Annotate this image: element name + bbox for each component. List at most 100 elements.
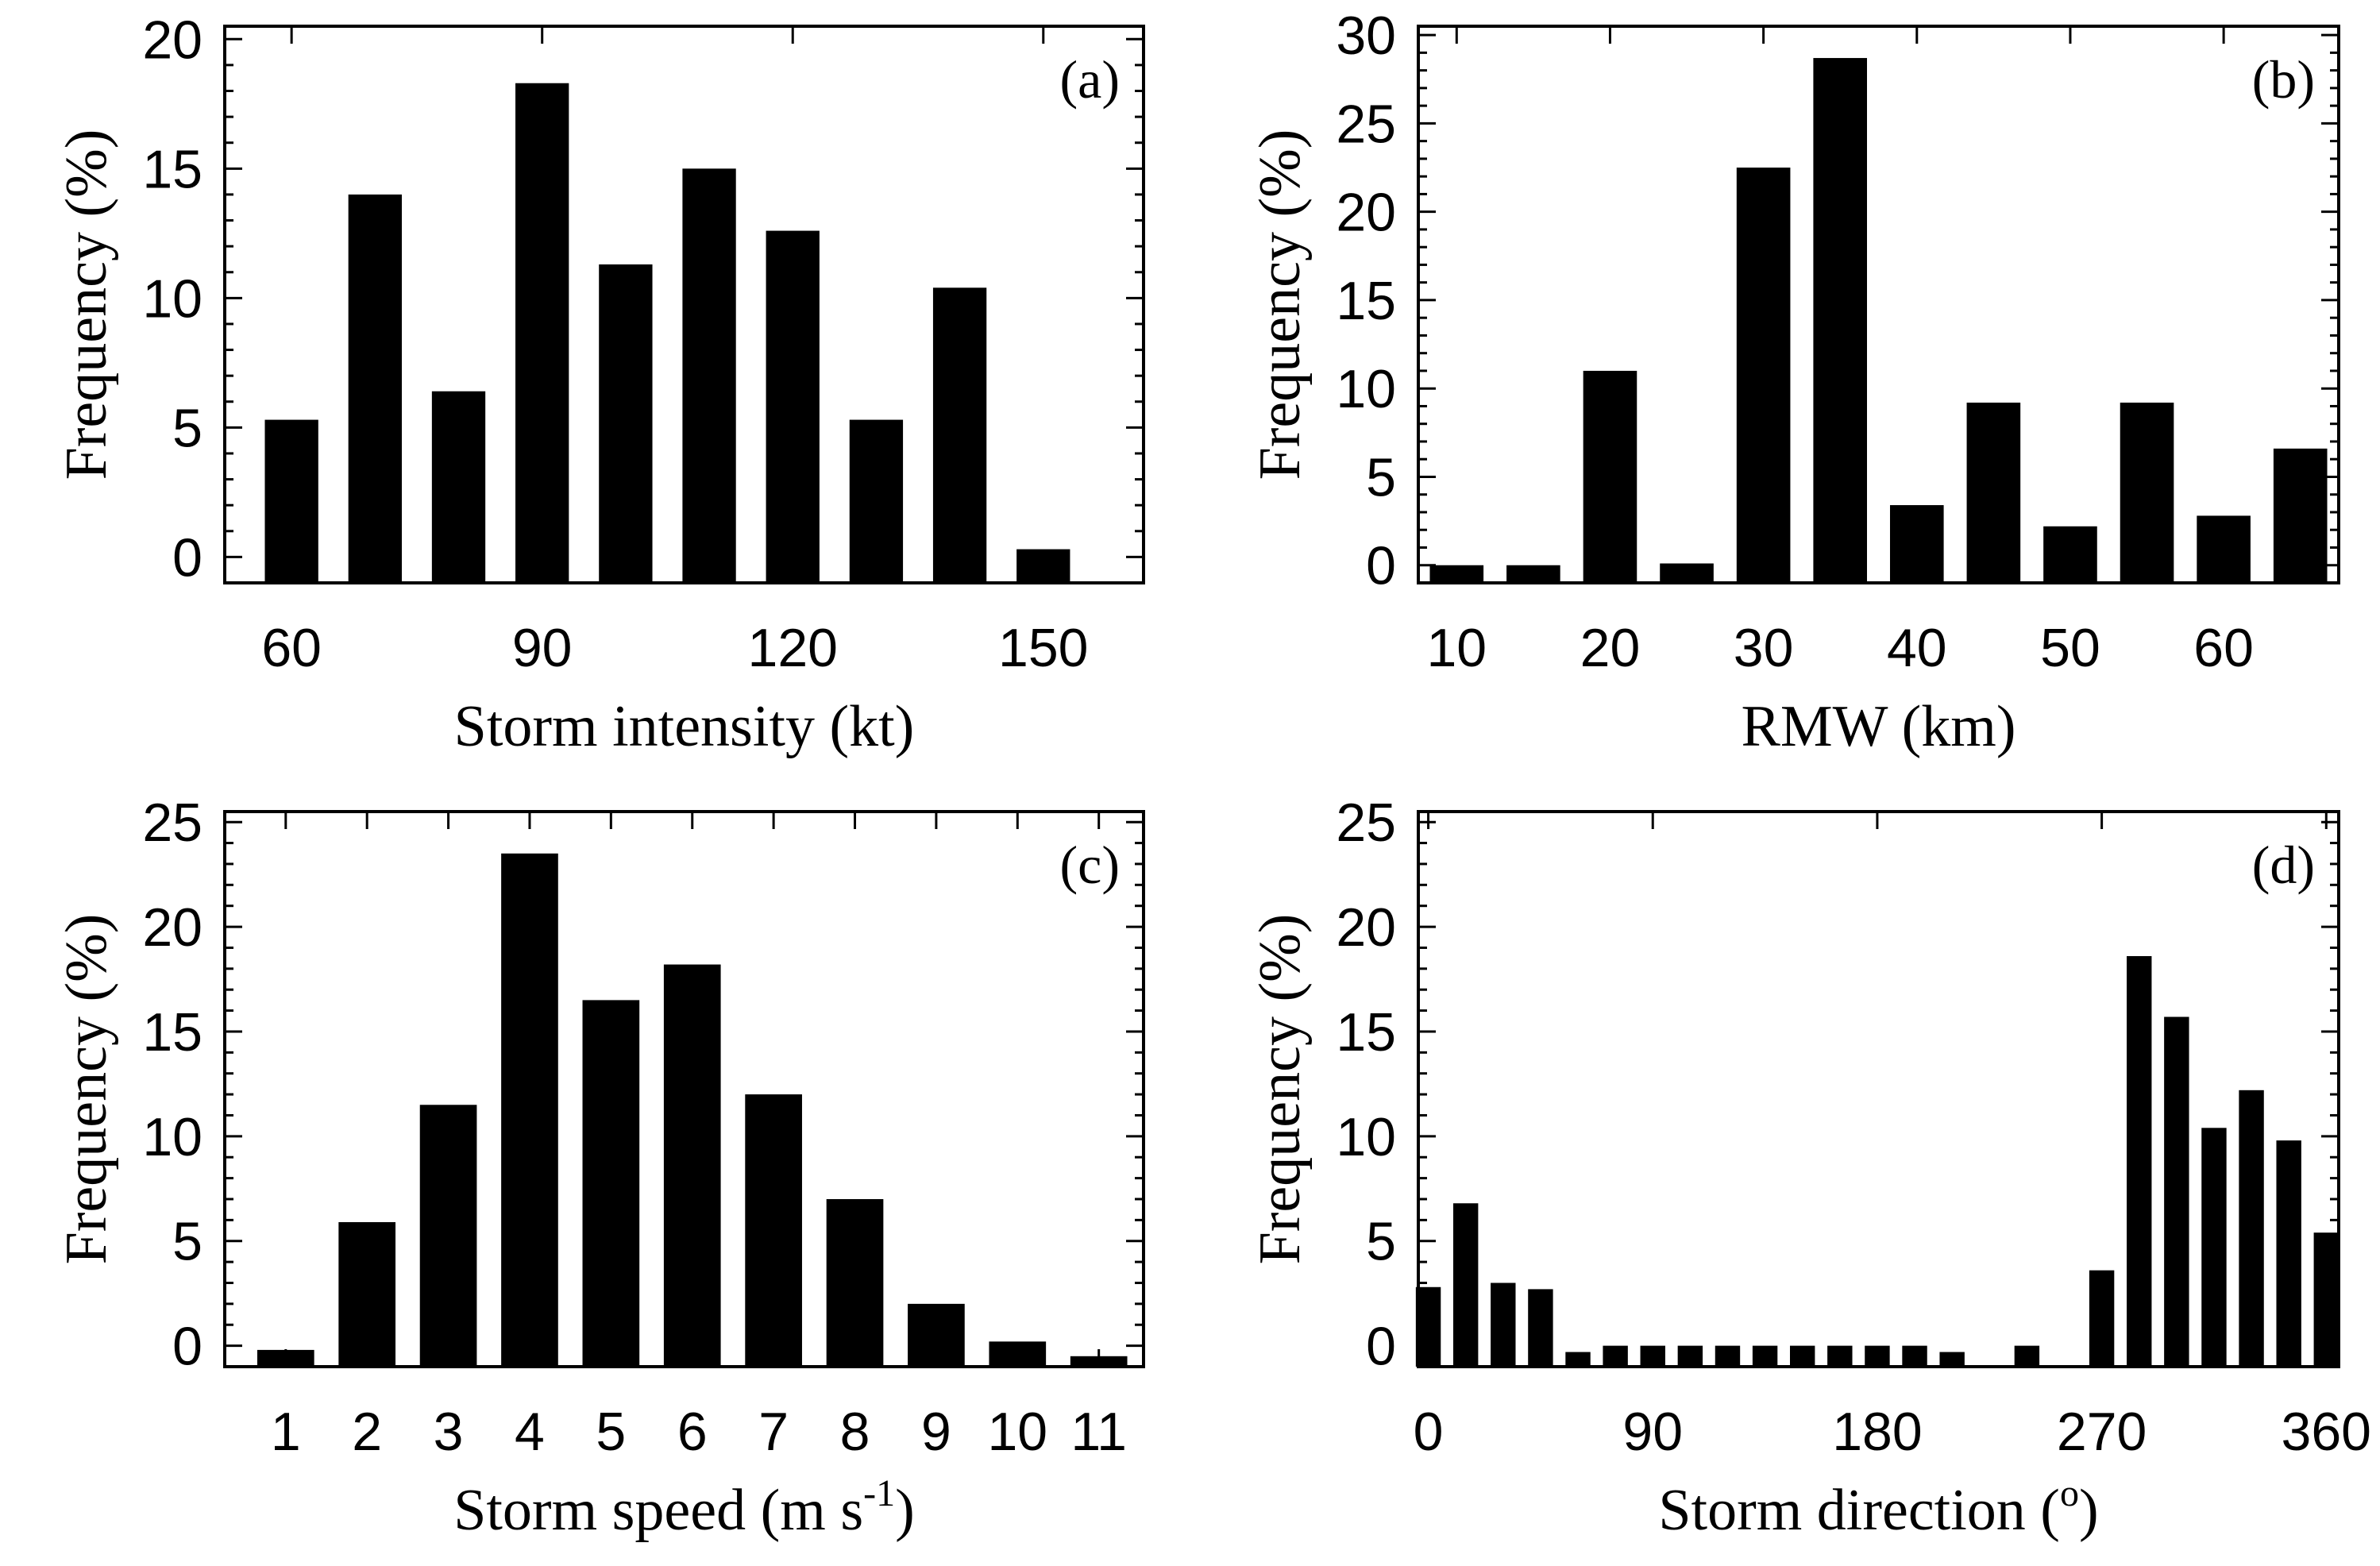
x-axis-title: RMW (km) bbox=[1741, 694, 2015, 759]
bar bbox=[682, 168, 736, 584]
y-tick-label: 20 bbox=[142, 10, 203, 70]
x-axis-title: Storm intensity (kt) bbox=[454, 694, 915, 759]
bar bbox=[2014, 1345, 2040, 1367]
y-tick-label: 0 bbox=[1366, 536, 1396, 596]
bar bbox=[849, 419, 904, 583]
y-axis-title: Frequency (%) bbox=[54, 914, 119, 1265]
x-tick-label: 5 bbox=[596, 1402, 626, 1462]
plot-frame bbox=[1417, 810, 2340, 1368]
y-tick-label: 25 bbox=[1336, 793, 1396, 853]
x-axis-title-end: ) bbox=[895, 1478, 915, 1543]
x-tick-label: 8 bbox=[840, 1402, 870, 1462]
bar bbox=[1752, 1345, 1778, 1367]
bar bbox=[264, 419, 318, 583]
y-tick-label: 0 bbox=[172, 527, 203, 588]
x-tick-label: 10 bbox=[1426, 618, 1487, 678]
x-axis-title-superscript: -1 bbox=[863, 1472, 895, 1514]
bar bbox=[1966, 403, 2021, 583]
panel-tag: (b) bbox=[2252, 49, 2315, 110]
bar bbox=[2127, 956, 2152, 1367]
x-tick-label: 90 bbox=[1622, 1402, 1683, 1462]
x-tick-label: 4 bbox=[515, 1402, 545, 1462]
x-tick-label: 11 bbox=[1070, 1402, 1127, 1462]
x-tick-label: 40 bbox=[1887, 618, 1947, 678]
panel-tag: (c) bbox=[1060, 835, 1120, 895]
x-tick-label: 60 bbox=[2193, 618, 2254, 678]
x-tick-label: 150 bbox=[998, 618, 1088, 678]
x-tick-label: 10 bbox=[987, 1402, 1047, 1462]
bar bbox=[1677, 1345, 1703, 1367]
y-tick-label: 20 bbox=[142, 897, 203, 958]
y-tick-label: 5 bbox=[1366, 1212, 1396, 1272]
bar bbox=[1789, 1345, 1815, 1367]
panel-tag: (a) bbox=[1060, 49, 1120, 110]
y-tick-label: 5 bbox=[172, 1212, 203, 1272]
bar bbox=[663, 964, 721, 1367]
bar bbox=[1452, 1203, 1479, 1367]
y-tick-label: 20 bbox=[1336, 897, 1396, 958]
bar bbox=[419, 1105, 477, 1367]
bar bbox=[515, 83, 569, 584]
bar bbox=[1813, 58, 1868, 584]
bar bbox=[1528, 1289, 1553, 1367]
bar bbox=[2201, 1128, 2227, 1367]
bar bbox=[932, 287, 987, 583]
x-tick-label: 90 bbox=[512, 618, 573, 678]
x-tick-label: 360 bbox=[2282, 1402, 2371, 1462]
x-axis-title-text: Storm speed (m s bbox=[453, 1478, 863, 1543]
bar bbox=[338, 1221, 396, 1367]
plot-frame bbox=[223, 810, 1145, 1368]
bar bbox=[431, 391, 486, 583]
bar bbox=[1827, 1345, 1853, 1367]
y-tick-label: 10 bbox=[1336, 359, 1396, 419]
panel-d: 0 5 10 15 20 25 0 90 180 270 360 (d) Frequency (%) St… bbox=[1248, 793, 2371, 1543]
bar bbox=[2239, 1090, 2264, 1367]
bar bbox=[1506, 565, 1560, 583]
bar bbox=[1583, 370, 1637, 583]
y-tick-label: 5 bbox=[1366, 447, 1396, 507]
y-tick-label: 15 bbox=[1336, 1002, 1396, 1063]
bar bbox=[1491, 1282, 1516, 1367]
x-tick-label: 3 bbox=[434, 1402, 464, 1462]
x-tick-label: 7 bbox=[758, 1402, 789, 1462]
x-tick-label: 120 bbox=[748, 618, 838, 678]
bar bbox=[745, 1094, 802, 1367]
y-tick-label: 15 bbox=[142, 1002, 203, 1063]
panel-tag: (d) bbox=[2252, 835, 2315, 895]
bar bbox=[826, 1198, 884, 1367]
bar bbox=[348, 194, 402, 583]
y-tick-label: 0 bbox=[172, 1317, 203, 1377]
bar bbox=[1902, 1345, 1927, 1367]
y-tick-label: 15 bbox=[142, 139, 203, 199]
y-tick-label: 10 bbox=[142, 1107, 203, 1167]
plot-frame bbox=[223, 25, 1145, 584]
y-axis-title: Frequency (%) bbox=[1248, 129, 1313, 480]
x-tick-label: 180 bbox=[1832, 1402, 1922, 1462]
x-axis-title-superscript: o bbox=[2060, 1472, 2079, 1514]
x-tick-label: 6 bbox=[677, 1402, 708, 1462]
bar bbox=[582, 1000, 640, 1367]
y-tick-label: 15 bbox=[1336, 271, 1396, 331]
bar bbox=[2120, 403, 2174, 583]
bar bbox=[1603, 1345, 1628, 1367]
y-tick-label: 30 bbox=[1336, 6, 1396, 66]
x-axis-title-text: Storm intensity (kt) bbox=[454, 694, 915, 759]
y-axis-title: Frequency (%) bbox=[54, 129, 119, 480]
bar bbox=[1715, 1345, 1741, 1367]
bar bbox=[2276, 1140, 2301, 1367]
y-tick-label: 25 bbox=[142, 793, 203, 853]
panel-a: 0 5 10 15 20 60 90 120 150 (a) Frequency (%) Storm … bbox=[54, 10, 1145, 759]
bar bbox=[2273, 448, 2328, 583]
y-tick-label: 10 bbox=[1336, 1107, 1396, 1167]
panel-b: 0 5 10 15 20 25 30 10 20 30 40 50 60 (b) Frequency (%)… bbox=[1248, 6, 2340, 759]
bar bbox=[2313, 1232, 2339, 1367]
x-tick-label: 50 bbox=[2040, 618, 2100, 678]
y-tick-label: 20 bbox=[1336, 183, 1396, 243]
x-tick-label: 270 bbox=[2057, 1402, 2147, 1462]
y-axis-title: Frequency (%) bbox=[1248, 914, 1313, 1265]
x-axis-title: Storm direction (o) bbox=[1658, 1472, 2098, 1543]
x-tick-label: 30 bbox=[1734, 618, 1794, 678]
x-axis-title-text: Storm direction ( bbox=[1658, 1478, 2060, 1543]
